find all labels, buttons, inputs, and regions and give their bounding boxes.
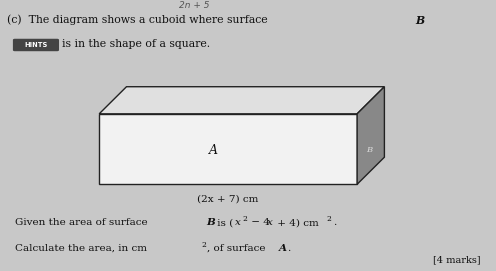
Text: Given the area of surface: Given the area of surface (15, 218, 151, 227)
Text: .: . (333, 218, 337, 227)
Text: HINTS: HINTS (24, 42, 48, 48)
Text: − 4: − 4 (248, 218, 270, 227)
Text: x: x (267, 218, 273, 227)
Text: (2x + 7) cm: (2x + 7) cm (197, 195, 259, 204)
Text: [4 marks]: [4 marks] (434, 255, 481, 264)
Text: , of surface: , of surface (207, 244, 269, 253)
Text: is in the shape of a square.: is in the shape of a square. (62, 39, 210, 49)
Text: (c)  The diagram shows a cuboid where surface: (c) The diagram shows a cuboid where sur… (7, 15, 272, 25)
Text: is (: is ( (214, 218, 234, 227)
Text: 2: 2 (327, 215, 332, 223)
Text: B: B (367, 146, 372, 154)
Polygon shape (99, 114, 357, 184)
Text: + 4) cm: + 4) cm (274, 218, 318, 227)
Text: B: B (206, 218, 215, 227)
Text: 2n + 5: 2n + 5 (179, 1, 209, 10)
Text: 2: 2 (242, 215, 247, 223)
Text: B: B (416, 15, 425, 26)
Text: A: A (209, 144, 218, 157)
Text: .: . (287, 244, 290, 253)
Polygon shape (357, 87, 384, 184)
FancyBboxPatch shape (13, 39, 59, 51)
Text: x: x (235, 218, 241, 227)
Text: 2: 2 (201, 241, 206, 249)
Text: A: A (279, 244, 287, 253)
Text: Calculate the area, in cm: Calculate the area, in cm (15, 244, 147, 253)
Polygon shape (99, 87, 384, 114)
